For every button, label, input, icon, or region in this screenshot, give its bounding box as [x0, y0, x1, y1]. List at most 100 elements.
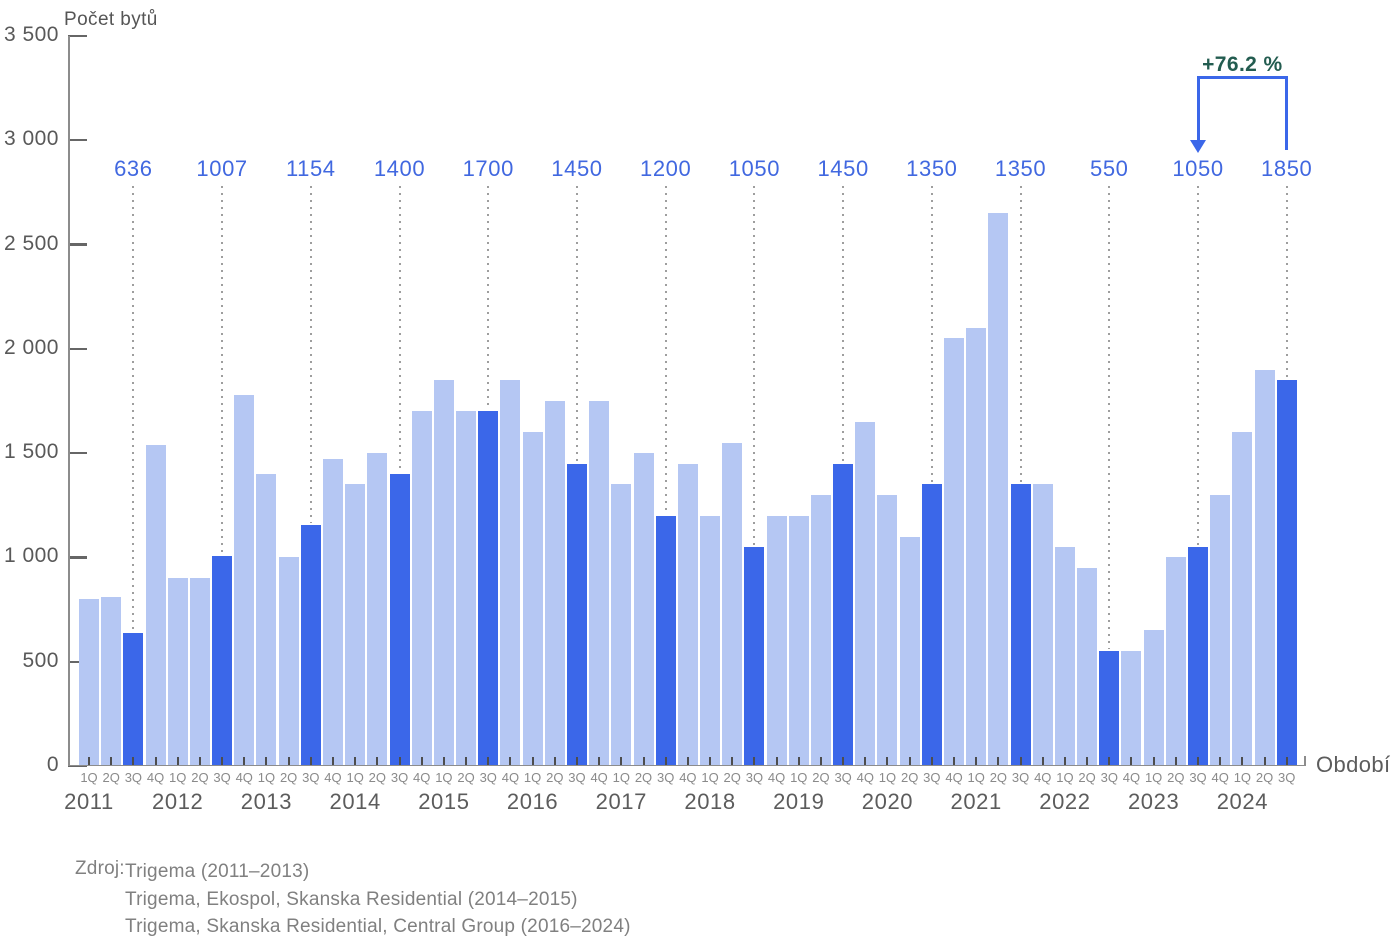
x-bar-tick — [1152, 757, 1155, 765]
x-tick-label: 2Q — [191, 770, 209, 785]
guide-dotted-line — [753, 186, 756, 545]
x-bar-tick — [509, 757, 512, 765]
x-bar-tick — [198, 757, 201, 765]
y-axis-tick — [68, 243, 87, 246]
x-tick-label: 1Q — [169, 770, 187, 785]
guide-dotted-line — [664, 186, 667, 514]
x-tick-label: 3Q — [213, 770, 231, 785]
x-tick-label: 1Q — [790, 770, 808, 785]
x-bar-tick — [842, 757, 845, 765]
value-label: 1400 — [373, 156, 426, 181]
x-tick-label: 4Q — [1034, 770, 1052, 785]
bar-2q-2015 — [456, 411, 477, 766]
year-label: 2017 — [595, 789, 647, 814]
bar-1q-2012 — [167, 578, 188, 766]
x-bar-tick — [487, 757, 490, 765]
value-label: 1200 — [640, 156, 692, 181]
guide-dotted-line — [842, 186, 845, 462]
source-label: Zdroj: — [75, 858, 125, 879]
annotation-arrowhead-down-icon — [1190, 140, 1206, 153]
year-label: 2013 — [240, 789, 293, 814]
x-bar-tick — [420, 757, 423, 765]
bar-3q-2020 — [921, 484, 942, 766]
x-tick-label: 3Q — [124, 770, 143, 785]
guide-dotted-line — [575, 186, 578, 462]
y-tick-label: 2 000 — [3, 335, 59, 359]
x-tick-label: 1Q — [523, 770, 542, 785]
guide-dotted-line — [1285, 186, 1288, 379]
bar-2q-2016 — [544, 401, 565, 766]
x-tick-label: 2Q — [279, 770, 298, 785]
x-tick-label: 1Q — [612, 770, 630, 785]
y-tick-label: 3 000 — [3, 127, 59, 151]
bar-3q-2021 — [1010, 484, 1031, 766]
x-tick-label: 4Q — [413, 770, 431, 785]
source-line: Trigema, Ekospol, Skanska Residential (2… — [125, 888, 578, 910]
year-label: 2011 — [64, 789, 114, 814]
bar-1q-2011 — [79, 599, 99, 766]
y-axis-tick — [68, 139, 87, 142]
y-axis-tick — [68, 660, 87, 663]
y-axis-tick — [68, 347, 87, 350]
year-label: 2021 — [950, 789, 1002, 814]
bar-2q-2017 — [633, 453, 654, 766]
value-label: 550 — [1090, 156, 1129, 181]
x-tick-label: 1Q — [346, 770, 364, 785]
x-tick-label: 2Q — [1078, 770, 1096, 785]
x-tick-label: 2Q — [1255, 770, 1274, 785]
y-tick-label: 2 500 — [3, 231, 59, 255]
bar-3q-2017 — [655, 515, 676, 766]
bar-2q-2024 — [1254, 369, 1275, 766]
x-bar-tick — [287, 757, 290, 765]
x-bar-tick — [442, 757, 445, 765]
x-axis-end-tick — [1303, 756, 1306, 766]
x-bar-tick — [1019, 757, 1022, 765]
year-label: 2016 — [506, 789, 559, 814]
x-tick-label: 4Q — [324, 770, 342, 785]
year-label: 2022 — [1039, 789, 1091, 814]
bar-1q-2014 — [345, 484, 366, 766]
value-label: 1700 — [462, 156, 514, 181]
bar-4q-2012 — [234, 394, 255, 766]
x-bar-tick — [731, 757, 734, 765]
x-tick-label: 1Q — [701, 770, 719, 785]
x-tick-label: 4Q — [856, 770, 874, 785]
guide-dotted-line — [930, 186, 933, 483]
source-line: Trigema, Skanska Residential, Central Gr… — [125, 916, 631, 937]
bar-2q-2021 — [988, 213, 1009, 766]
x-bar-tick — [997, 757, 1000, 765]
annotation-arrow-right-vertical — [1285, 76, 1289, 150]
x-tick-label: 4Q — [501, 770, 520, 785]
x-bar-tick — [930, 757, 933, 765]
bar-4q-2019 — [855, 421, 876, 766]
source-line: Trigema (2011–2013) — [125, 861, 310, 882]
x-bar-tick — [1263, 757, 1266, 765]
year-label: 2015 — [418, 789, 470, 814]
bar-4q-2013 — [322, 459, 343, 766]
x-tick-label: 3Q — [302, 770, 320, 785]
x-bar-tick — [465, 757, 468, 765]
bar-4q-2018 — [766, 515, 787, 766]
bar-3q-2023 — [1188, 547, 1208, 766]
annotation-arrow-horizontal — [1196, 76, 1289, 79]
x-bar-tick — [975, 757, 978, 765]
x-bar-tick — [331, 757, 334, 765]
x-tick-label: 4Q — [1122, 770, 1141, 785]
source-block: Trigema (2011–2013) Trigema, Ekospol, Sk… — [125, 858, 631, 937]
x-tick-label: 2Q — [634, 770, 653, 785]
x-axis-title: Období — [1316, 752, 1391, 777]
value-label: 1350 — [906, 156, 958, 181]
value-label: 636 — [114, 156, 153, 181]
guide-dotted-line — [1108, 186, 1111, 650]
bar-3q-2014 — [389, 474, 410, 766]
x-bar-tick — [309, 757, 312, 765]
x-bar-tick — [686, 757, 689, 765]
bar-2q-2014 — [367, 453, 388, 766]
bar-4q-2011 — [145, 444, 166, 766]
bar-4q-2020 — [944, 338, 965, 766]
x-tick-label: 4Q — [590, 770, 608, 785]
x-bar-tick — [110, 757, 113, 765]
x-bar-tick — [1108, 757, 1111, 765]
guide-dotted-line — [132, 186, 135, 632]
x-bar-tick — [575, 757, 578, 765]
